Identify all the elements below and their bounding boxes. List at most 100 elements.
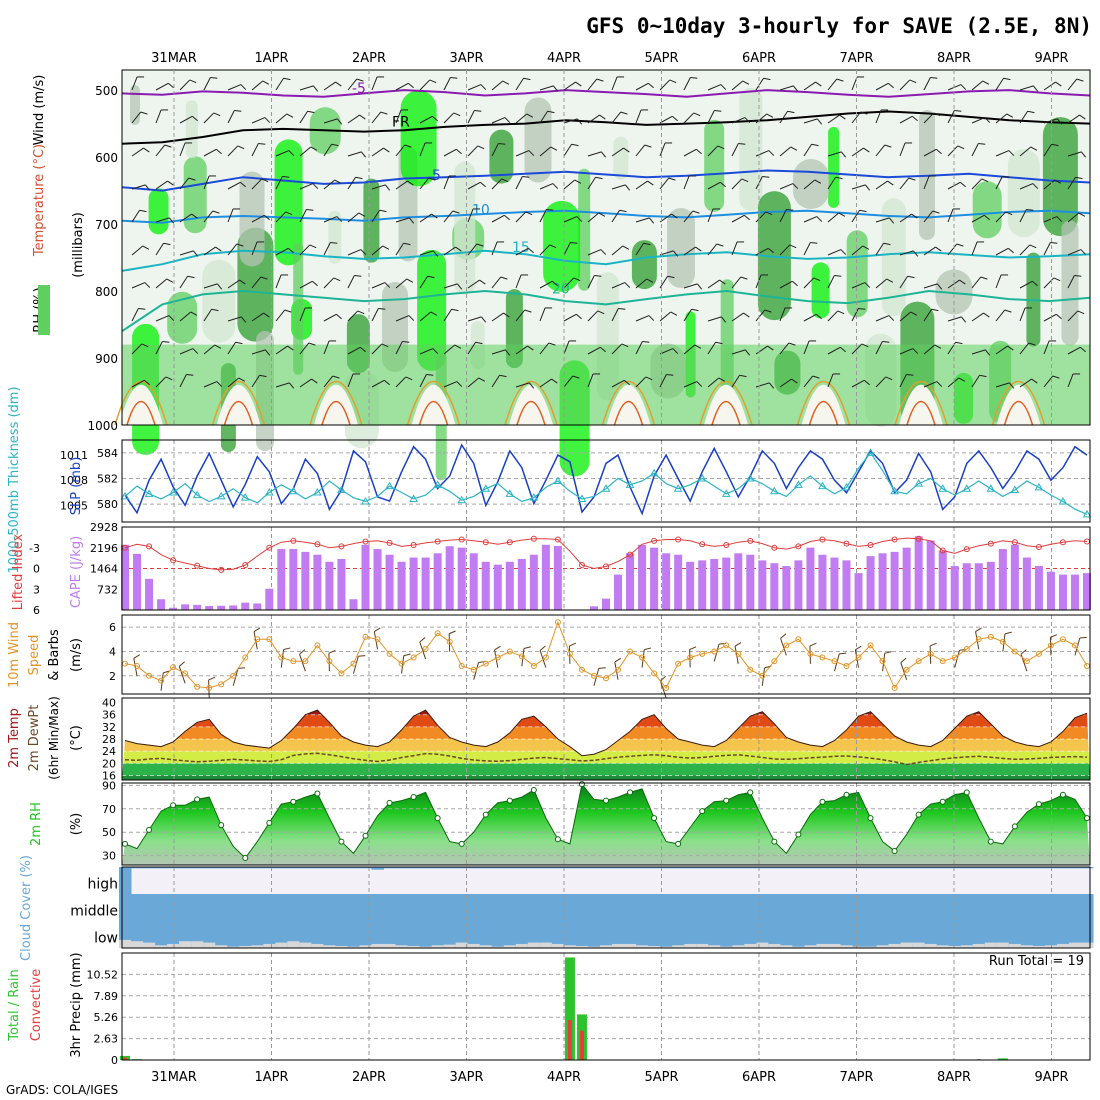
cloud-bar — [804, 894, 817, 921]
wind-barb-feather — [642, 341, 650, 343]
wind-barb-feather — [1051, 143, 1059, 147]
cloud-bar — [948, 867, 962, 869]
cape-bar — [277, 549, 286, 610]
cloud-low-bar — [660, 921, 673, 948]
cloud-low-gap — [179, 941, 192, 948]
wind-barb-feather — [1008, 382, 1015, 389]
wind-barb — [467, 279, 480, 289]
wind-barb — [155, 144, 166, 157]
wind-barb — [923, 148, 937, 157]
cloud-low-gap — [275, 942, 288, 948]
wind-barb — [539, 146, 552, 157]
wind-barb-feather — [791, 280, 798, 287]
rh-shading-blob — [417, 249, 447, 371]
wind-barb-feather — [900, 657, 907, 664]
wind-speed-marker — [615, 666, 622, 673]
cloud-bar — [179, 867, 192, 869]
rh-marker — [122, 840, 128, 847]
isotherm-label: 15 — [512, 240, 530, 256]
wind-speed-marker — [807, 650, 814, 657]
wind-barb — [899, 142, 906, 157]
cloud-low-bar — [251, 921, 264, 948]
wind-barb-feather — [1004, 309, 1012, 313]
wind-barb-feather — [427, 275, 435, 279]
wind-barb — [780, 638, 787, 656]
wind-barb-feather — [523, 77, 531, 81]
cloud-low-gap — [900, 942, 914, 948]
li-marker — [1035, 544, 1042, 551]
wind-barb-feather — [335, 81, 342, 87]
wind-barb-feather — [384, 282, 391, 288]
cloud-bar — [503, 894, 517, 921]
thickness-marker — [120, 491, 130, 500]
wind-barb — [179, 115, 193, 124]
wind-barb-feather — [239, 279, 246, 285]
cloud-low-bar — [912, 921, 926, 948]
wind-barb — [371, 282, 386, 289]
wind-barb-feather — [569, 642, 577, 647]
wind-barb-feather — [453, 112, 461, 117]
rh-marker — [1035, 801, 1042, 808]
rh-marker — [1059, 791, 1066, 798]
thickness-marker — [601, 484, 611, 492]
cloud-bar — [936, 867, 950, 869]
wind-barb — [755, 211, 767, 223]
wind-barb-feather — [936, 381, 943, 387]
cloud-bar — [1008, 894, 1022, 921]
wind-barb — [803, 143, 812, 157]
wind-barb-feather — [714, 110, 722, 112]
wind-speed-marker — [687, 654, 694, 661]
wind-barb — [299, 209, 307, 223]
cape-bar — [602, 598, 610, 610]
wind-speed-marker — [206, 684, 213, 691]
cloud-low-bar — [1044, 921, 1058, 948]
thickness-marker — [673, 484, 683, 492]
wind-barb — [203, 308, 212, 322]
wind-barb-feather — [672, 348, 679, 354]
wind-barb-feather — [787, 110, 795, 114]
rh-marker — [554, 836, 561, 843]
wind-barb-feather — [689, 646, 697, 651]
isotherm-25 — [699, 380, 753, 426]
thickness-marker — [697, 473, 707, 482]
wind-barb-feather — [836, 78, 844, 82]
wind-barb-feather — [288, 150, 295, 156]
cape-bar — [854, 573, 863, 610]
wind-barb-feather — [598, 667, 606, 669]
cape-bar — [614, 574, 623, 610]
wind-barb — [851, 209, 860, 223]
cloud-low-bar — [948, 921, 962, 948]
isotherm-line — [121, 169, 1091, 192]
wind-barb — [731, 80, 744, 91]
wind-barb — [467, 316, 482, 322]
wind-barb — [995, 176, 1003, 190]
wind-barb — [515, 247, 529, 256]
wind-barb-feather — [208, 676, 216, 681]
wind-barb — [371, 76, 378, 91]
wind-barb-feather — [788, 342, 796, 346]
temp-tick: 36 — [102, 709, 116, 722]
cloud-bar — [527, 867, 541, 869]
wind-barb — [251, 241, 258, 256]
cape-bar — [325, 561, 334, 610]
wind-barb — [491, 241, 498, 256]
wind-barb-feather — [167, 180, 174, 186]
li-marker — [434, 538, 441, 545]
cloud-low-gap — [972, 943, 986, 948]
wind-barb — [539, 378, 552, 388]
wind-barb-feather — [1078, 212, 1086, 217]
wind-barb — [347, 78, 358, 91]
rh-shading-blob — [846, 230, 868, 318]
precip-tick: 10.52 — [87, 968, 119, 981]
wind-barb-feather — [167, 82, 174, 89]
rh-marker — [699, 808, 706, 815]
wind-barb — [803, 118, 818, 124]
cloud-bar — [131, 894, 144, 921]
thickness-marker — [144, 489, 154, 497]
wind-barb-feather — [979, 374, 987, 378]
top-date-label: 5APR — [644, 51, 678, 66]
wind-barb — [323, 81, 336, 91]
wind-barb-feather — [216, 381, 223, 387]
wind-barb-feather — [838, 212, 846, 217]
wind-barb-feather — [236, 243, 244, 247]
